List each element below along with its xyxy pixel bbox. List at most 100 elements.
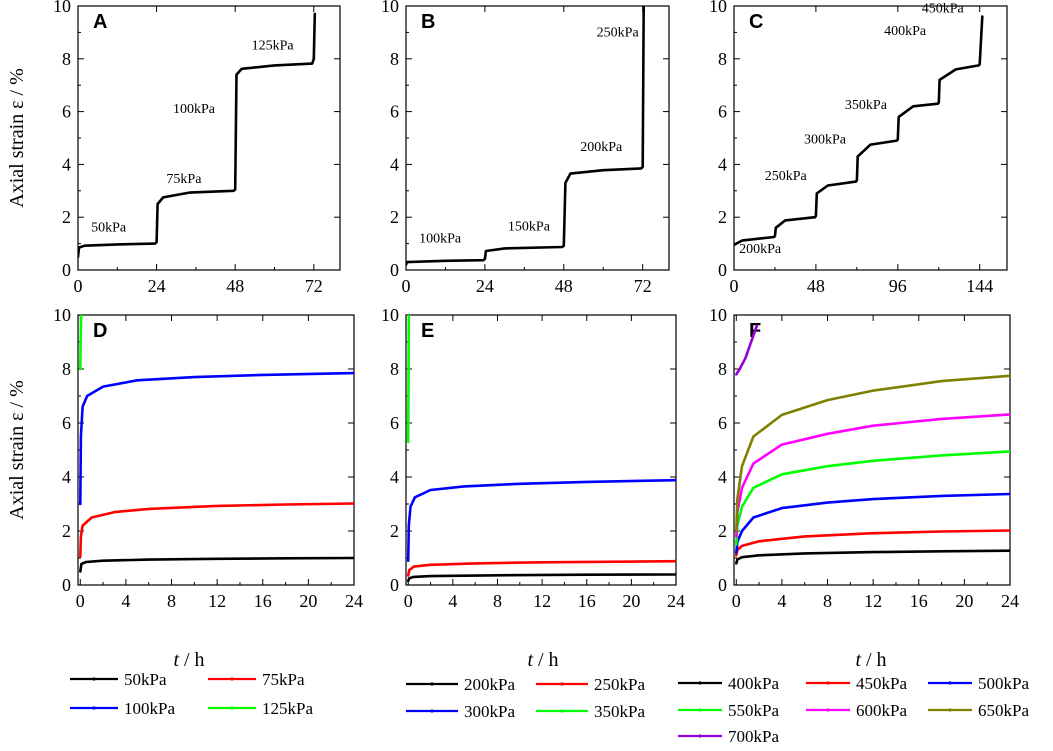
x-tick-label: 72 (305, 276, 323, 296)
plot-frame (405, 314, 677, 586)
legend-item: 250kPa (536, 675, 645, 694)
y-tick-label: 6 (62, 413, 71, 433)
x-tick-label: 48 (226, 276, 244, 296)
series-line-450kpa (735, 529, 1010, 557)
legend-marker (92, 706, 96, 710)
x-tick-label: 20 (955, 591, 973, 611)
legend-marker (698, 681, 702, 685)
annotation-label: 100kPa (173, 102, 216, 117)
y-tick-label: 2 (62, 207, 71, 227)
panel-label: D (93, 320, 107, 342)
x-tick-label: 0 (74, 276, 83, 296)
plot-frame (77, 314, 355, 586)
y-tick-label: 0 (718, 575, 727, 595)
legend-marker (92, 677, 96, 681)
legend-label: 600kPa (856, 701, 907, 720)
x-tick-label: 8 (167, 591, 176, 611)
y-axis-label: Axial strain ε / % (6, 380, 28, 519)
annotation-label: 100kPa (419, 231, 462, 246)
series-line-700kpa (735, 324, 759, 376)
annotation-label: 250kPa (765, 169, 808, 184)
legend-item: 550kPa (678, 701, 779, 720)
x-tick-label: 0 (76, 591, 85, 611)
x-axis-label-unit: / h (179, 649, 205, 671)
x-tick-label: 16 (254, 591, 272, 611)
annotation-label: 300kPa (804, 132, 847, 147)
y-tick-label: 4 (62, 154, 71, 174)
series-group (735, 324, 1010, 565)
legend-3: 400kPa 450kPa 500kPa 550kPa 600kPa 650kPa 700k… (678, 674, 1029, 746)
legend-label: 200kPa (464, 675, 515, 694)
series-group (406, 315, 676, 583)
legend-item: 450kPa (806, 674, 907, 693)
legend-marker (698, 708, 702, 712)
legend-item: 100kPa (70, 699, 175, 718)
series-line-350kpa (406, 315, 411, 444)
x-tick-label: 12 (864, 591, 882, 611)
x-tick-label: 48 (555, 276, 573, 296)
legend-item: 75kPa (208, 670, 305, 689)
x-tick-label: 0 (732, 591, 741, 611)
legend-marker (698, 734, 702, 738)
y-tick-label: 2 (390, 207, 399, 227)
y-tick-label: 8 (62, 49, 71, 69)
x-axis-label-unit: / h (533, 649, 559, 671)
x-axis-label-var: t (855, 649, 861, 671)
x-tick-label: 8 (493, 591, 502, 611)
x-tick-label: 20 (299, 591, 317, 611)
legend-item: 400kPa (678, 674, 779, 693)
panel-label: B (421, 11, 435, 33)
panel-c: 0 2 4 6 8 10 0 48 96 144 C 200kPa 250kPa 300kPa 350kPa… (709, 0, 1008, 296)
legend-label: 300kPa (464, 702, 515, 721)
x-axis-label: t / h (173, 649, 204, 671)
y-tick-label: 4 (718, 467, 727, 487)
series-group (734, 15, 984, 247)
series-line-200kpa (406, 573, 676, 583)
series-line-550kpa (735, 450, 1010, 546)
legend-label: 350kPa (594, 702, 645, 721)
legend-label: 500kPa (978, 674, 1029, 693)
annotation-label: 125kPa (252, 39, 295, 54)
legend-1: 50kPa 75kPa 100kPa 125kPa (70, 670, 313, 718)
series-group (79, 315, 354, 573)
y-tick-label: 2 (390, 521, 399, 541)
panel-label: A (93, 11, 107, 33)
series-line-125kpa (79, 315, 83, 371)
x-tick-label: 4 (121, 591, 130, 611)
x-tick-label: 144 (966, 276, 993, 296)
x-tick-label: 0 (730, 276, 739, 296)
x-tick-label: 24 (476, 276, 494, 296)
annotation-label: 400kPa (884, 24, 927, 39)
y-tick-label: 6 (718, 102, 727, 122)
series-line-400kpa (735, 549, 1010, 565)
legend-marker (948, 681, 952, 685)
series-line-600kpa (735, 413, 1010, 538)
legend-marker (560, 682, 564, 686)
legend-label: 125kPa (262, 699, 313, 718)
panel-label: E (421, 320, 434, 342)
annotation-label: 75kPa (166, 172, 202, 187)
legend-marker (560, 709, 564, 713)
annotation-label: 50kPa (91, 221, 127, 236)
x-tick-label: 4 (448, 591, 457, 611)
legend-marker (230, 677, 234, 681)
legend-item: 50kPa (70, 670, 167, 689)
x-tick-label: 0 (404, 591, 413, 611)
y-tick-label: 6 (62, 102, 71, 122)
series-line-staged (406, 6, 645, 266)
x-tick-label: 48 (807, 276, 825, 296)
annotation-label: 350kPa (845, 98, 888, 113)
y-axis-label: Axial strain ε / % (6, 68, 28, 207)
y-tick-label: 4 (390, 154, 399, 174)
series-line-650kpa (735, 374, 1010, 533)
annotation-label: 150kPa (508, 219, 551, 234)
x-tick-label: 96 (889, 276, 907, 296)
legend-label: 650kPa (978, 701, 1029, 720)
annotation-label: 200kPa (580, 140, 623, 155)
x-tick-label: 72 (634, 276, 652, 296)
annotation-label: 250kPa (597, 25, 640, 40)
legend-marker (430, 709, 434, 713)
